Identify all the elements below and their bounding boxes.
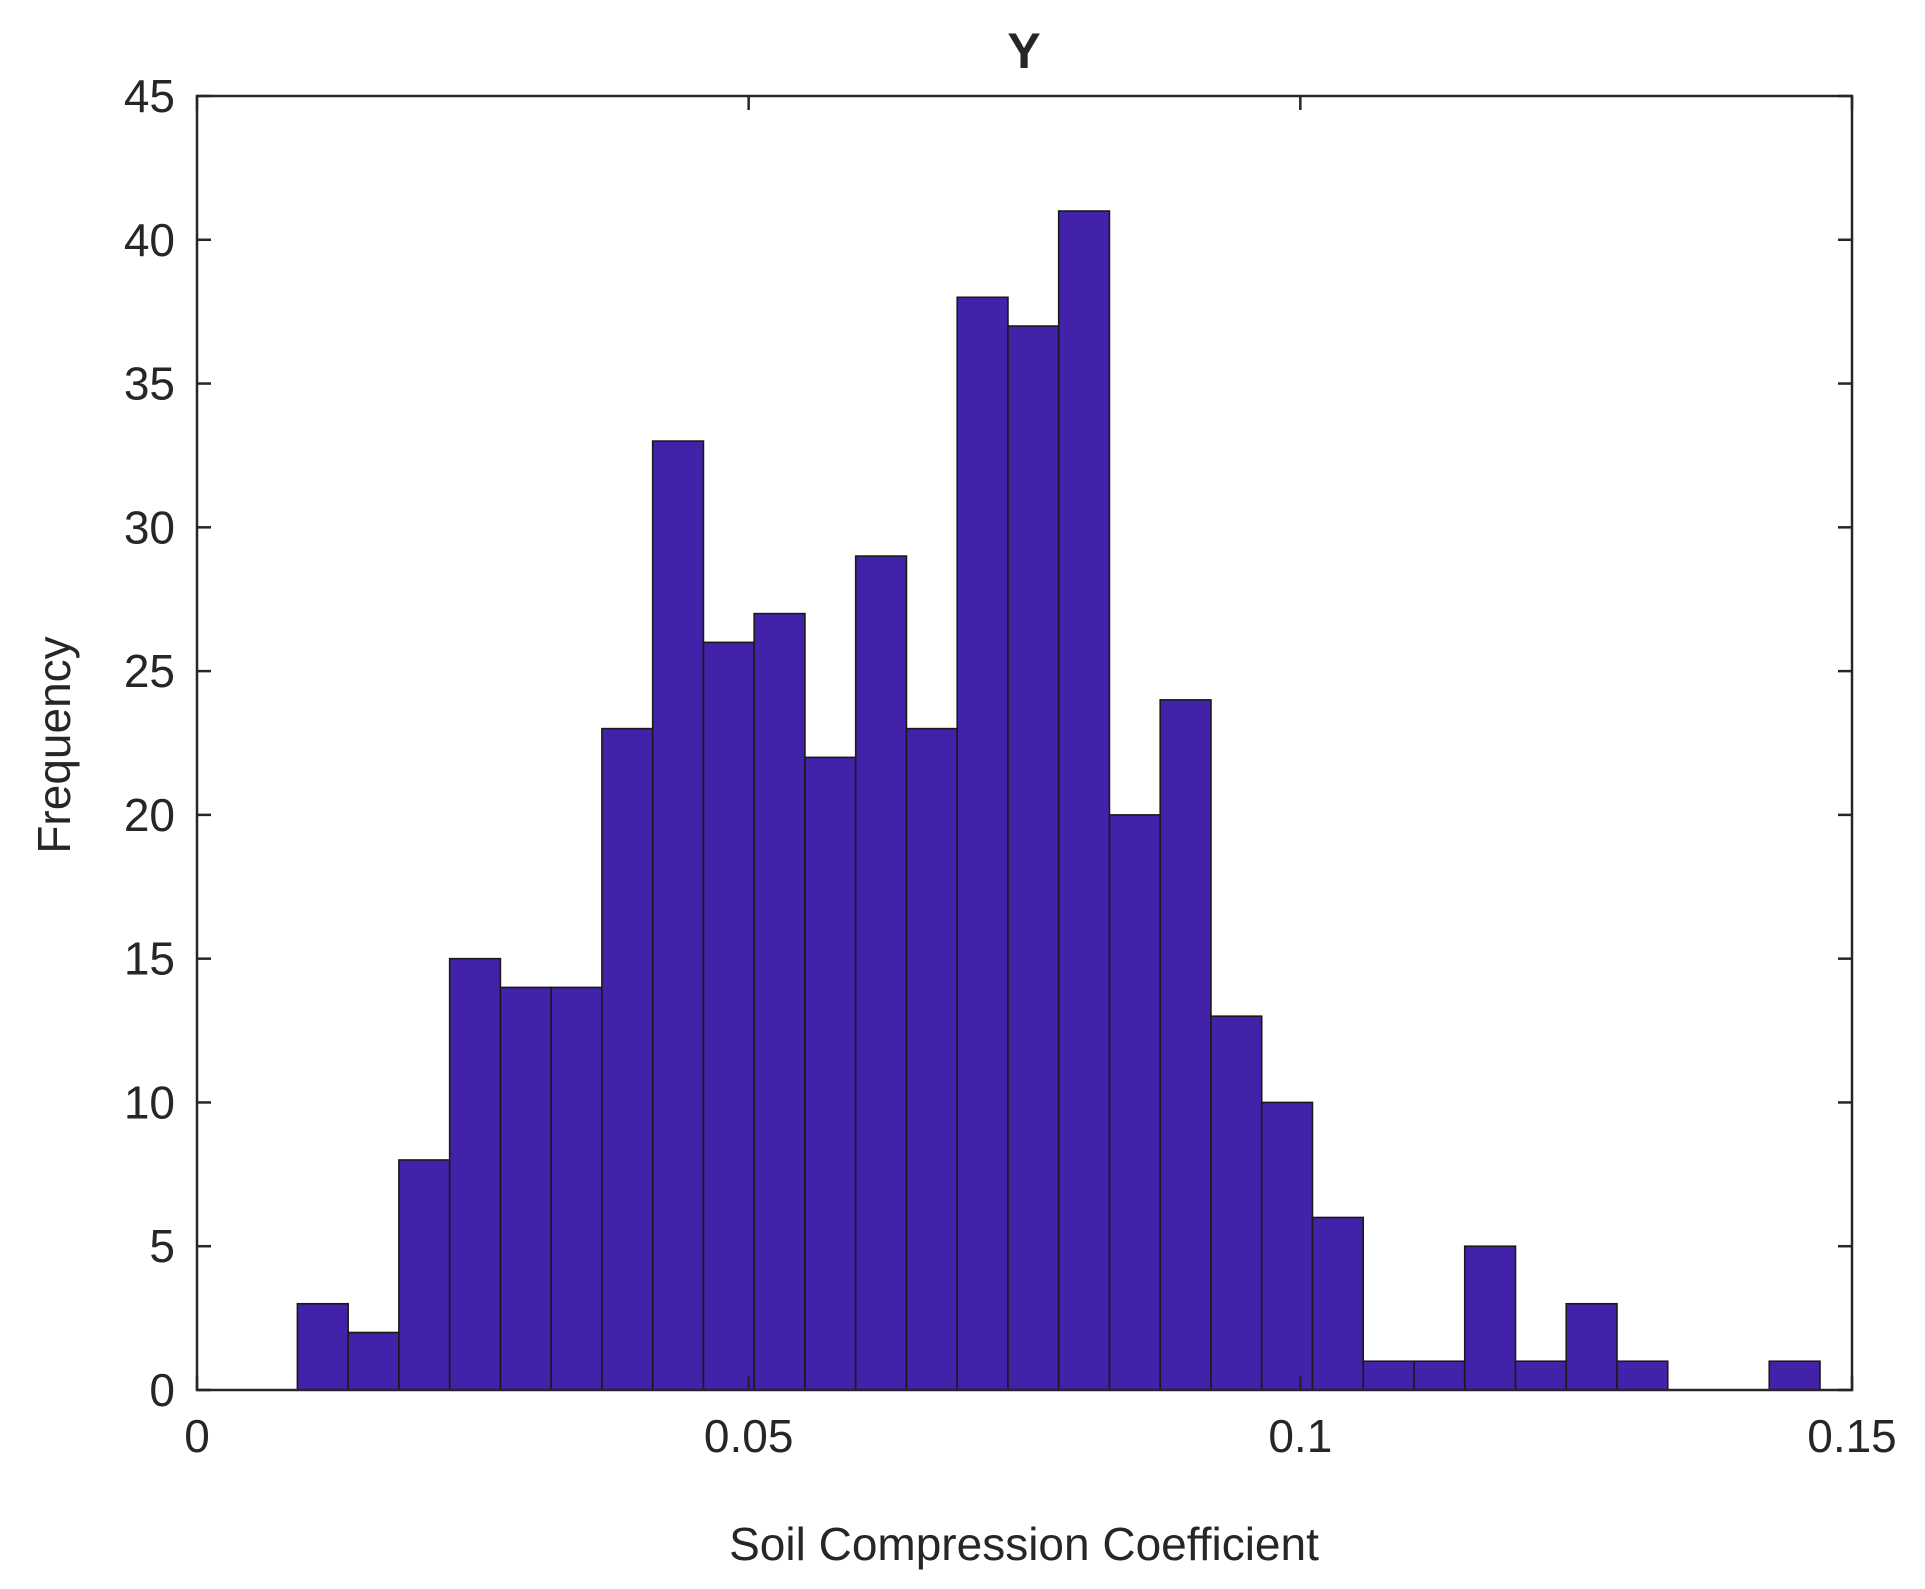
- histogram-bar: [1260, 1101, 1314, 1391]
- histogram-bar: [1514, 1360, 1568, 1391]
- y-tick-label: 15: [124, 933, 175, 985]
- y-axis-label: Frequency: [28, 636, 80, 853]
- y-tick-label: 40: [124, 214, 175, 266]
- y-tick-label: 45: [124, 70, 175, 122]
- y-tick-label: 35: [124, 358, 175, 410]
- x-tick-label: 0.15: [1807, 1410, 1897, 1462]
- histogram-bar: [651, 440, 705, 1391]
- histogram-bar: [905, 727, 958, 1391]
- histogram-bar: [1362, 1360, 1415, 1391]
- histogram-bar: [398, 1159, 451, 1391]
- y-tick-label: 5: [149, 1220, 175, 1272]
- x-tick-label: 0.1: [1268, 1410, 1332, 1462]
- y-tick-label: 0: [149, 1364, 175, 1416]
- x-tick-label: 0: [184, 1410, 210, 1462]
- histogram-bar: [1463, 1245, 1517, 1391]
- histogram-bar: [448, 957, 502, 1391]
- histogram-bar: [1108, 814, 1162, 1391]
- axes-box: [195, 94, 1854, 1392]
- x-axis-label: Soil Compression Coefficient: [729, 1518, 1319, 1570]
- histogram-bar: [347, 1331, 400, 1391]
- y-tick-label: 10: [124, 1076, 175, 1128]
- histogram-bar: [854, 555, 908, 1391]
- histogram-bar: [296, 1302, 349, 1391]
- ticks-group: 0 0.05 0.1 0.15 0 5 10 15 20 25 30 35 40 45: [124, 70, 1897, 1462]
- histogram-bar: [1159, 699, 1212, 1391]
- histogram-bar: [1007, 325, 1060, 1391]
- histogram-bar: [1768, 1360, 1821, 1391]
- histogram-bar: [702, 641, 755, 1391]
- histogram-bar: [956, 296, 1009, 1391]
- x-tick-label: 0.05: [704, 1410, 794, 1462]
- y-tick-label: 25: [124, 645, 175, 697]
- y-tick-label: 30: [124, 501, 175, 553]
- histogram-bar: [1210, 1015, 1263, 1391]
- histogram-bar: [1565, 1302, 1618, 1391]
- histogram-bar: [753, 612, 806, 1391]
- histogram-bar: [1311, 1216, 1365, 1391]
- histogram-bar: [1413, 1360, 1466, 1391]
- histogram-bar: [601, 727, 654, 1391]
- chart-title: Y: [1007, 23, 1040, 79]
- histogram-bar: [499, 986, 552, 1391]
- y-tick-label: 20: [124, 789, 175, 841]
- bars-group: [296, 210, 1821, 1391]
- histogram-bar: [804, 756, 857, 1391]
- histogram-bar: [1057, 210, 1111, 1391]
- histogram-bar: [1616, 1360, 1669, 1391]
- histogram-bar: [550, 986, 603, 1391]
